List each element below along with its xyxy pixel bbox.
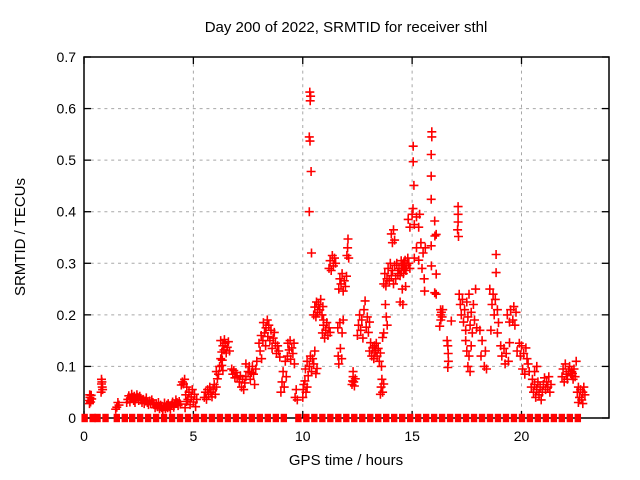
y-tick-label: 0: [68, 410, 76, 426]
tick-labels: 0 5 10 15 20 0 0.1 0.2 0.3 0.4 0.5 0.6 0.7: [57, 49, 530, 444]
y-tick-label: 0.1: [57, 358, 77, 374]
y-tick-label: 0.5: [57, 152, 77, 168]
chart-title: Day 200 of 2022, SRMTID for receiver sth…: [205, 19, 488, 36]
y-tick-label: 0.6: [57, 101, 77, 117]
x-tick-label: 5: [189, 428, 197, 444]
y-tick-label: 0.2: [57, 307, 77, 323]
x-tick-label: 0: [80, 428, 88, 444]
y-tick-label: 0.3: [57, 255, 77, 271]
series-SRMTID: [85, 87, 590, 415]
x-tick-label: 10: [295, 428, 311, 444]
grid-lines: [84, 57, 609, 418]
x-tick-label: 20: [514, 428, 530, 444]
x-tick-label: 15: [404, 428, 420, 444]
zero-row-points: [81, 413, 582, 423]
y-tick-label: 0.4: [57, 204, 77, 220]
y-axis-label: SRMTID / TECUs: [12, 178, 29, 296]
data-points: [81, 87, 590, 423]
y-tick-label: 0.7: [57, 49, 77, 65]
x-axis-label: GPS time / hours: [289, 452, 403, 469]
